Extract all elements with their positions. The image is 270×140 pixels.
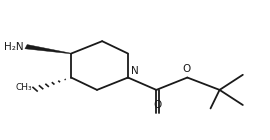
Text: O: O (154, 100, 162, 110)
Text: O: O (182, 64, 190, 74)
Text: H₂N: H₂N (4, 42, 23, 52)
Text: CH₃: CH₃ (16, 83, 32, 92)
Text: N: N (131, 66, 138, 76)
Polygon shape (25, 45, 71, 54)
